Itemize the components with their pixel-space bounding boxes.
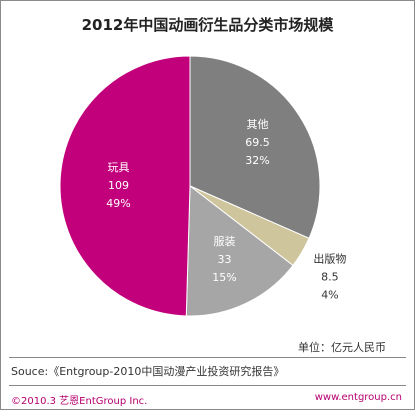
slice-label-value-0: 69.5 [245, 136, 270, 149]
website-link[interactable]: www.entgroup.cn [314, 392, 402, 403]
source-note: Souce:《Entgroup-2010中国动漫产业投资研究报告》 [11, 365, 285, 378]
divider-bottom [9, 385, 406, 386]
slice-label-percent-2: 15% [212, 271, 236, 284]
divider-top [9, 357, 406, 358]
pie-slice-3 [59, 55, 191, 317]
slice-label-value-1: 8.5 [321, 270, 339, 283]
slice-label-percent-0: 32% [245, 154, 269, 167]
slice-label-percent-1: 4% [321, 288, 338, 301]
slice-label-name-1: 出版物 [313, 251, 346, 265]
copyright-text: ©2010.3 艺恩EntGroup Inc. [11, 396, 148, 407]
slice-label-name-0: 其他 [246, 118, 268, 131]
unit-note: 单位：亿元人民币 [298, 341, 386, 354]
slice-label-value-2: 33 [218, 253, 232, 266]
pie-slice-0 [189, 55, 321, 239]
slice-label-percent-3: 49% [106, 197, 130, 210]
slice-label-value-3: 109 [108, 179, 129, 192]
slice-label-name-2: 服装 [214, 235, 236, 248]
chart-title: 2012年中国动画衍生品分类市场规模 [81, 16, 334, 34]
slice-label-name-3: 玩具 [108, 161, 130, 174]
pie-slice-2 [185, 185, 294, 317]
